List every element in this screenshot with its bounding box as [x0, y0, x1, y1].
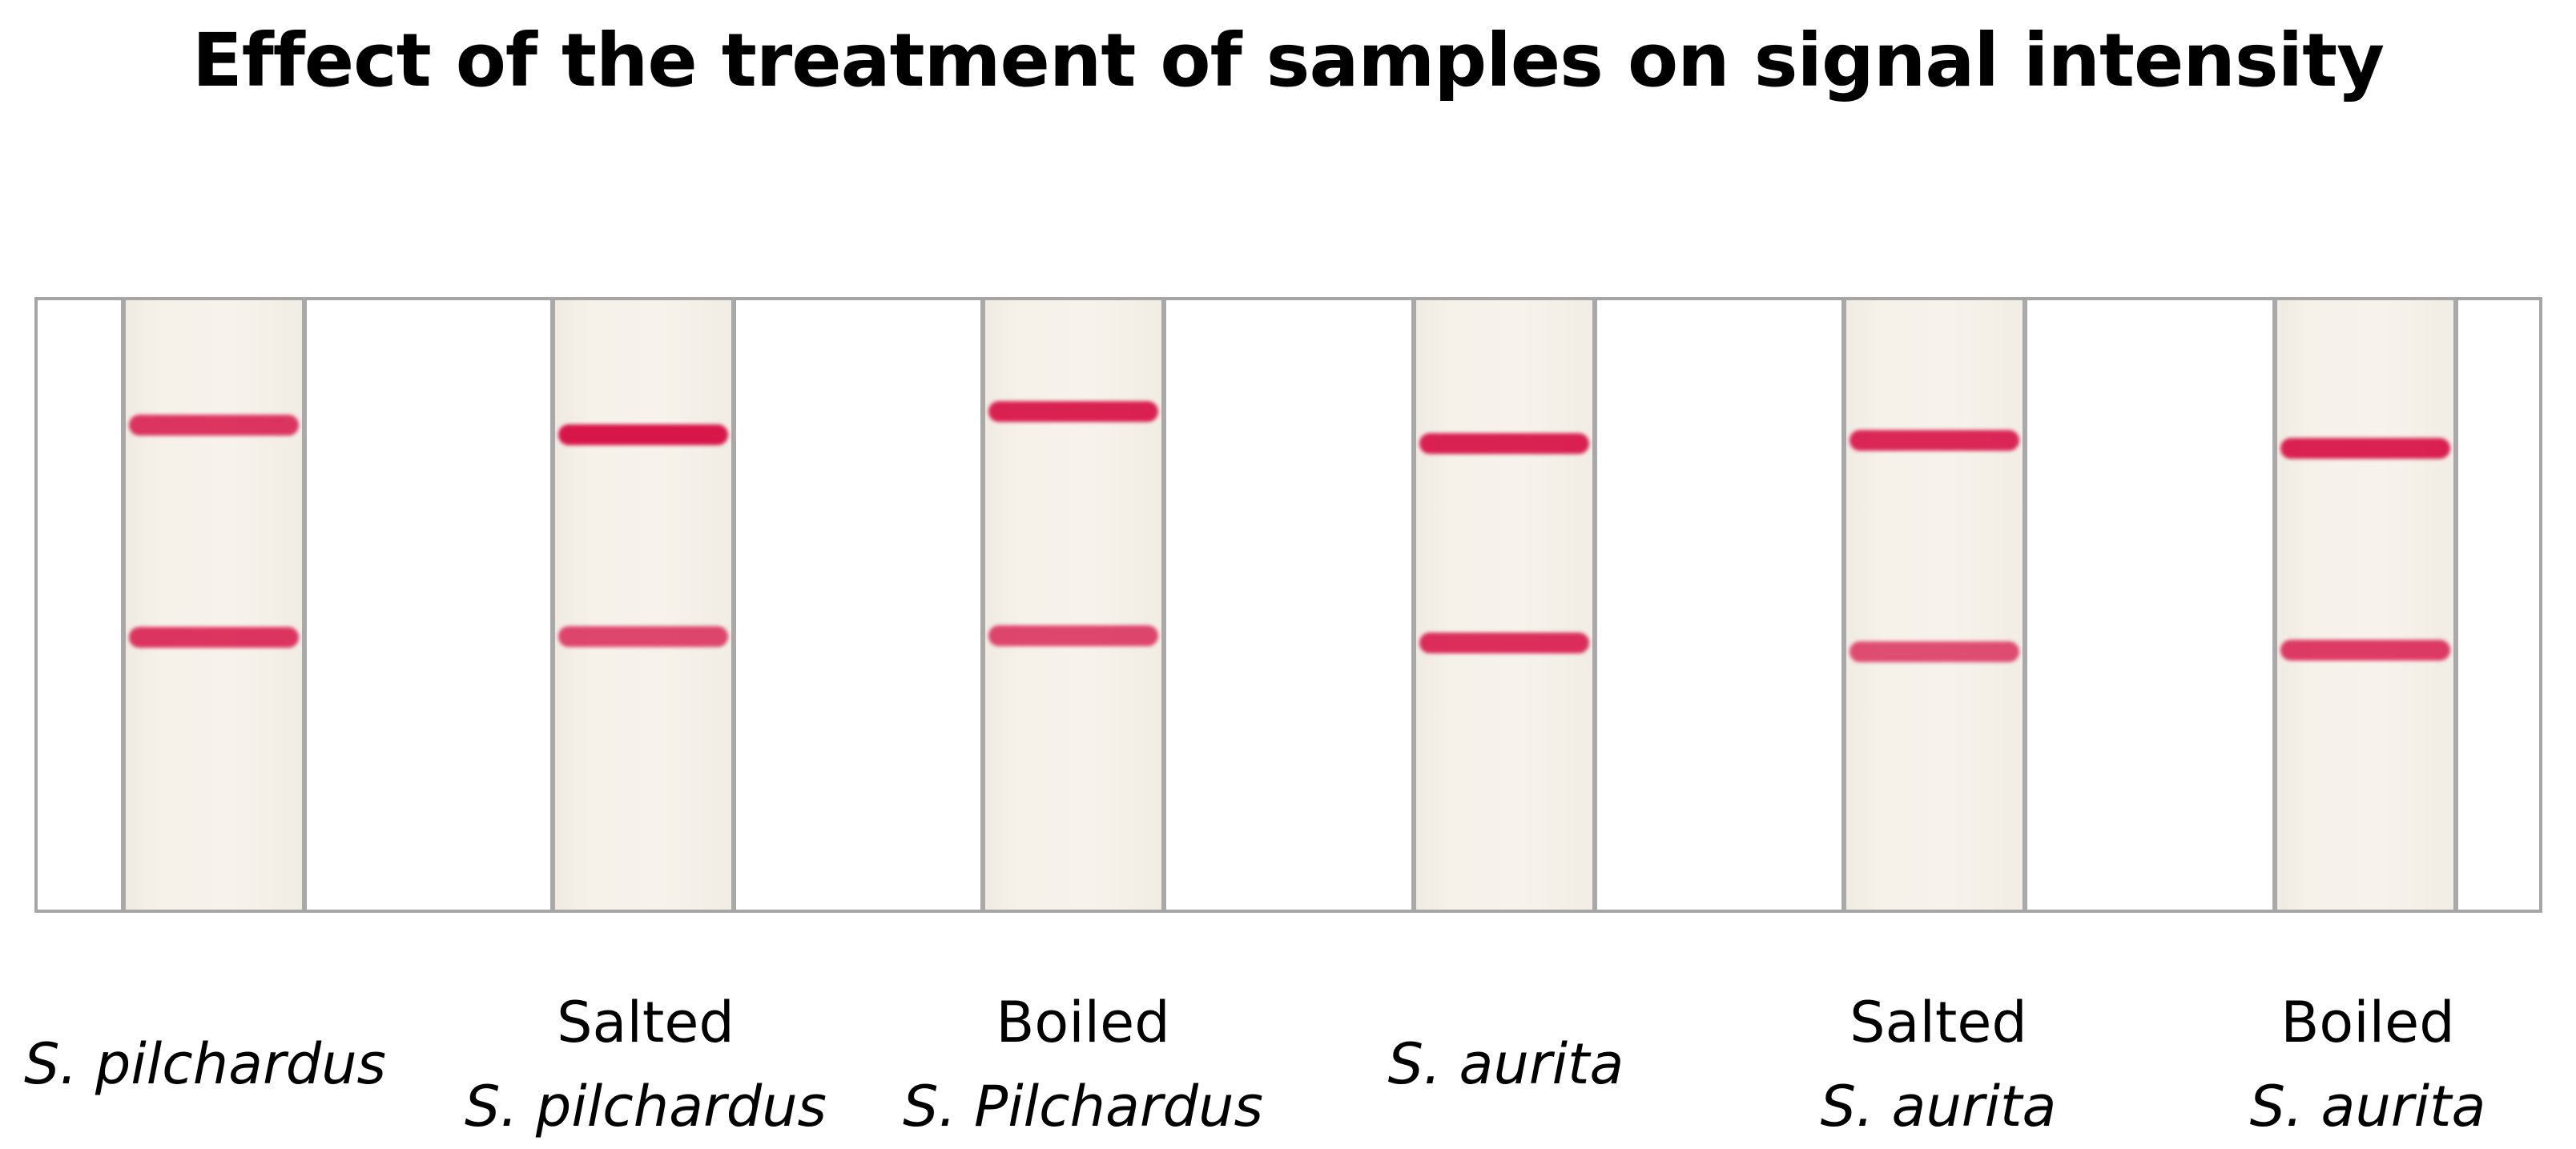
caption-strip-6: Boiled S. aurita [2249, 990, 2486, 1139]
test-line [988, 625, 1158, 646]
control-line [1849, 430, 2019, 451]
test-strip-1 [121, 300, 307, 910]
test-line [558, 626, 728, 647]
control-line [1419, 433, 1589, 454]
caption-strip-3: Boiled S. Pilchardus [903, 990, 1263, 1139]
caption-strip-5: Salted S. aurita [1820, 990, 2057, 1139]
test-strip-2 [550, 300, 736, 910]
test-strip-5 [1841, 300, 2027, 910]
test-line [1849, 641, 2019, 662]
control-line [2280, 438, 2450, 459]
test-line [2280, 640, 2450, 661]
control-line [988, 401, 1158, 422]
control-line [558, 424, 728, 445]
strips-panel [34, 297, 2542, 913]
control-line [129, 415, 299, 436]
caption-strip-4: S. aurita [1387, 1031, 1624, 1097]
caption-strip-2: Salted S. pilchardus [464, 990, 827, 1139]
test-line [1419, 633, 1589, 653]
test-strip-4 [1411, 300, 1597, 910]
figure-title: Effect of the treatment of samples on si… [191, 18, 2385, 103]
caption-strip-1: S. pilchardus [23, 1031, 387, 1097]
test-line [129, 627, 299, 648]
test-strip-6 [2272, 300, 2458, 910]
test-strip-3 [980, 300, 1166, 910]
